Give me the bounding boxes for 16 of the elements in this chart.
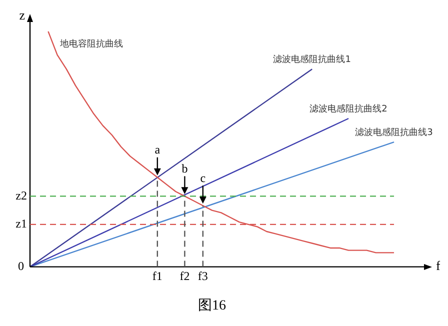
annotation: b — [182, 161, 188, 176]
series-label: 滤波电感阻抗曲线1 — [273, 54, 351, 65]
ref-line-label: z1 — [16, 216, 27, 231]
x-tick-label: f2 — [180, 269, 190, 284]
annotation: a — [154, 142, 161, 157]
annotation: c — [200, 170, 206, 185]
text: 0 — [18, 258, 24, 273]
series-label: 地电容阻抗曲线 — [59, 38, 124, 50]
x-tick-label: f3 — [198, 269, 208, 284]
text: 图16 — [198, 298, 226, 314]
series-label: 滤波电感阻抗曲线2 — [310, 103, 388, 114]
series-label: 滤波电感阻抗曲线3 — [355, 126, 433, 138]
ref-line-label: z2 — [16, 188, 27, 202]
y-axis-title: z — [19, 7, 26, 22]
x-tick-label: f1 — [152, 269, 162, 284]
x-axis-title: f — [436, 258, 441, 274]
